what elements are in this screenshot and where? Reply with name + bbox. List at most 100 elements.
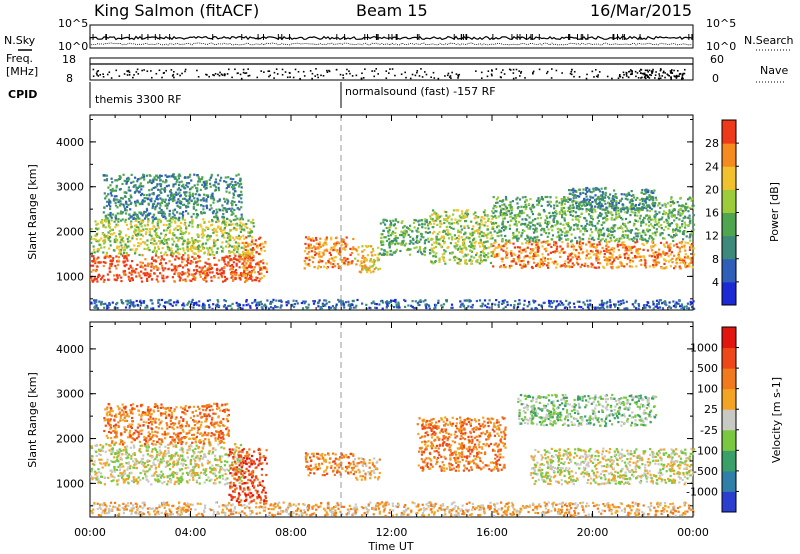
heatmap-cell: [196, 260, 200, 263]
heatmap-cell: [103, 238, 107, 241]
heatmap-cell: [450, 222, 453, 225]
heatmap-cell: [318, 253, 321, 256]
heatmap-cell: [508, 264, 511, 268]
heatmap-cell: [160, 208, 163, 212]
heatmap-cell: [570, 207, 573, 210]
heatmap-cell: [680, 205, 683, 208]
heatmap-cell: [601, 204, 604, 207]
heatmap-cell: [116, 224, 119, 227]
heatmap-cell: [546, 200, 549, 203]
nave-point: [317, 76, 319, 79]
nave-point: [648, 69, 651, 72]
heatmap-cell: [667, 233, 670, 237]
heatmap-cell: [548, 211, 551, 215]
heatmap-cell: [677, 213, 680, 216]
heatmap-cell: [380, 236, 383, 239]
heatmap-cell: [631, 265, 634, 268]
heatmap-cell: [225, 181, 228, 184]
heatmap-cell: [249, 272, 253, 275]
heatmap-cell: [121, 236, 125, 239]
heatmap-cell: [318, 241, 321, 244]
heatmap-cell: [334, 237, 338, 240]
heatmap-cell: [385, 219, 388, 222]
heatmap-cell: [626, 234, 629, 237]
heatmap-cell: [199, 178, 202, 181]
heatmap-cell: [371, 254, 374, 257]
heatmap-cell: [531, 239, 534, 242]
heatmap-cell: [602, 227, 605, 230]
heatmap-cell: [343, 261, 346, 265]
nave-point: [519, 72, 522, 74]
heatmap-cell: [465, 262, 468, 265]
heatmap-cell: [664, 252, 667, 255]
heatmap-cell: [176, 200, 179, 203]
heatmap-cell: [175, 255, 178, 258]
heatmap-cell: [350, 251, 354, 255]
heatmap-cell: [94, 220, 97, 223]
heatmap-cell: [433, 241, 436, 244]
heatmap-cell: [220, 271, 223, 274]
heatmap-cell: [234, 223, 237, 226]
heatmap-cell: [536, 250, 539, 253]
nave-point: [150, 70, 152, 72]
heatmap-cell: [584, 230, 587, 233]
heatmap-cell: [504, 243, 507, 246]
heatmap-cell: [494, 210, 497, 213]
heatmap-cell: [502, 266, 505, 269]
heatmap-cell: [109, 214, 112, 217]
heatmap-cell: [180, 180, 183, 183]
heatmap-cell: [194, 201, 197, 204]
heatmap-cell: [580, 212, 583, 215]
heatmap-cell: [528, 203, 531, 206]
nave-point: [239, 73, 242, 76]
heatmap-cell: [109, 207, 112, 211]
heatmap-cell: [146, 224, 149, 227]
heatmap-cell: [577, 255, 580, 258]
heatmap-cell: [528, 221, 531, 224]
heatmap-cell: [137, 228, 140, 231]
heatmap-cell: [171, 200, 175, 203]
heatmap-cell: [315, 252, 318, 255]
nave-point: [448, 76, 451, 78]
heatmap-cell: [639, 238, 642, 241]
heatmap-cell: [493, 255, 496, 258]
heatmap-cell: [153, 237, 156, 240]
heatmap-cell: [540, 229, 543, 232]
heatmap-cell: [226, 208, 229, 211]
heatmap-cell: [106, 273, 109, 276]
nave-point: [532, 71, 534, 74]
heatmap-cell: [615, 203, 618, 206]
heatmap-cell: [598, 241, 601, 244]
heatmap-cell: [689, 233, 692, 236]
heatmap-cell: [228, 255, 231, 258]
heatmap-cell: [560, 237, 563, 240]
heatmap-cell: [178, 219, 181, 222]
heatmap-cell: [133, 244, 136, 247]
heatmap-cell: [216, 220, 219, 223]
heatmap-cell: [595, 249, 598, 252]
heatmap-cell: [524, 250, 527, 253]
heatmap-cell: [144, 258, 147, 261]
heatmap-cell: [361, 266, 364, 269]
heatmap-cell: [448, 225, 451, 228]
heatmap-cell: [377, 258, 381, 261]
heatmap-cell: [107, 193, 110, 196]
heatmap-cell: [241, 241, 244, 244]
heatmap-cell: [623, 253, 626, 256]
heatmap-cell: [125, 181, 128, 184]
heatmap-cell: [668, 248, 671, 251]
heatmap-cell: [386, 253, 389, 256]
heatmap-cell: [576, 240, 579, 243]
heatmap-cell: [109, 262, 112, 266]
heatmap-cell: [322, 242, 325, 245]
heatmap-cell: [677, 253, 680, 257]
heatmap-cell: [229, 229, 232, 232]
heatmap-cell: [463, 244, 466, 247]
heatmap-cell: [219, 229, 223, 233]
nave-point: [316, 73, 319, 76]
heatmap-cell: [202, 185, 206, 188]
heatmap-cell: [400, 230, 403, 233]
heatmap-cell: [137, 241, 140, 245]
heatmap-cell: [533, 252, 536, 256]
heatmap-cell: [193, 173, 196, 176]
